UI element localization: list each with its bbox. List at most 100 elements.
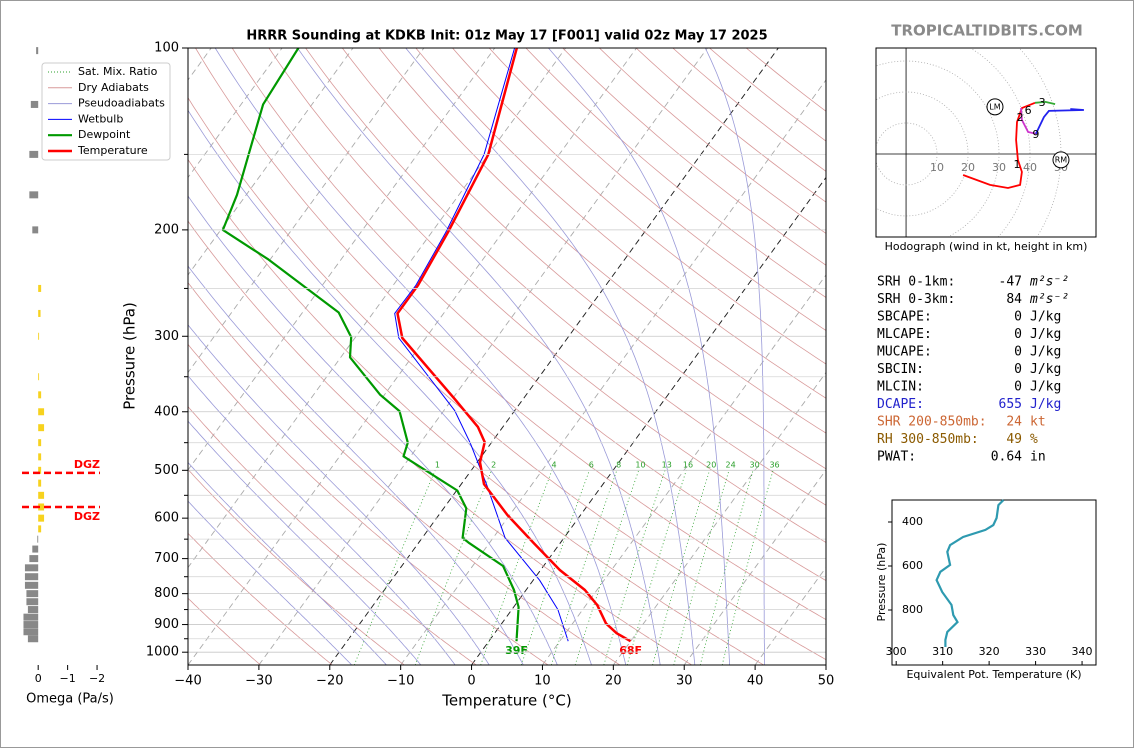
mixing-ratio-line xyxy=(673,470,730,665)
stat-value: 24 xyxy=(1006,415,1022,430)
profiles: 39F 68F xyxy=(221,48,642,657)
pseudoadiabat xyxy=(188,195,558,665)
height-label: 1 xyxy=(1013,158,1020,171)
omega-bar xyxy=(30,100,39,108)
thetae-y-tick-label: 400 xyxy=(902,515,923,528)
thetae-y-tick-label: 600 xyxy=(902,559,923,572)
hodo-ring-label: 10 xyxy=(930,161,944,174)
thetae-x-tick-label: 340 xyxy=(1072,645,1093,658)
dry-adiabat xyxy=(188,282,621,665)
isotherm xyxy=(400,79,826,665)
stat-label: PWAT: xyxy=(877,450,916,465)
plot-frame xyxy=(187,47,827,666)
legend-label: Temperature xyxy=(77,144,148,157)
height-label: 2 xyxy=(1017,111,1024,124)
mixing-ratio-line xyxy=(414,470,492,665)
omega-bar xyxy=(38,514,45,522)
omega-bar xyxy=(23,613,39,621)
mixing-ratio-label: 13 xyxy=(662,461,672,470)
storm-motion-marker xyxy=(1052,151,1070,169)
omega-bar xyxy=(23,621,39,629)
omega-bar xyxy=(26,590,39,598)
dry-adiabat xyxy=(188,406,477,665)
thetae-y-label: Pressure (hPa) xyxy=(875,543,888,622)
omega-bar xyxy=(38,408,45,416)
stat-label: RH 300-850mb: xyxy=(877,432,979,447)
hodograph-plot: 102030405012369LMRM xyxy=(876,48,1096,237)
profile-line xyxy=(394,48,569,642)
hodo-ring xyxy=(876,122,938,186)
pseudoadiabat xyxy=(297,48,661,665)
omega-tick-label: −2 xyxy=(89,672,105,685)
omega-bar xyxy=(38,284,42,292)
mixing-ratio-line xyxy=(574,470,640,665)
pseudoadiabat xyxy=(188,109,592,665)
stat-label: SBCAPE: xyxy=(877,310,932,325)
legend-label: Dry Adiabats xyxy=(78,81,149,94)
hodo-trace xyxy=(962,101,1036,189)
dry-adiabat xyxy=(305,48,826,506)
omega-tick-label: −1 xyxy=(60,672,76,685)
x-tick-label: 40 xyxy=(747,674,764,689)
stat-value: 0 xyxy=(1014,362,1022,377)
mixing-ratio-label: 10 xyxy=(635,461,645,470)
omega-tick-label: 0 xyxy=(35,672,42,685)
stat-value: 655 xyxy=(999,397,1022,412)
mixing-ratio-line xyxy=(626,470,687,665)
omega-bar xyxy=(29,150,39,158)
omega-bar xyxy=(38,309,41,317)
omega-axis-label: Omega (Pa/s) xyxy=(26,692,114,707)
y-tick-label: 800 xyxy=(154,586,179,601)
pseudoadiabat xyxy=(188,324,490,665)
pseudoadiabat xyxy=(188,375,456,665)
stat-label: MUCAPE: xyxy=(877,345,932,360)
dry-adiabat xyxy=(188,468,405,665)
height-label: 6 xyxy=(1025,104,1032,117)
dry-adiabat xyxy=(378,48,826,434)
chart-title: HRRR Sounding at KDKB Init: 01z May 17 [… xyxy=(246,29,767,44)
stat-unit: J/kg xyxy=(1030,362,1061,377)
x-tick-label: 20 xyxy=(605,674,622,689)
omega-bar xyxy=(26,598,39,606)
storm-motion-label: RM xyxy=(1055,155,1068,164)
omega-bar xyxy=(38,439,42,447)
legend-label: Pseudoadiabats xyxy=(78,97,165,110)
mixing-ratio-label: 20 xyxy=(706,461,716,470)
omega-bar xyxy=(32,226,39,234)
y-tick-label: 900 xyxy=(154,617,179,632)
thetae-x-label: Equivalent Pot. Temperature (K) xyxy=(906,668,1081,681)
omega-bar xyxy=(27,635,39,643)
dgz-label: DGZ xyxy=(74,458,100,471)
omega-bar xyxy=(38,466,42,474)
dry-adiabat xyxy=(188,532,333,665)
omega-bar xyxy=(38,332,40,340)
omega-bar xyxy=(38,453,42,461)
pseudoadiabat xyxy=(188,461,387,665)
dry-adiabat xyxy=(188,158,764,665)
storm-motion-marker xyxy=(986,98,1004,116)
omega-bar xyxy=(38,503,45,511)
y-tick-label: 1000 xyxy=(146,645,179,660)
x-tick-label: 30 xyxy=(676,674,693,689)
stat-label: DCAPE: xyxy=(877,397,924,412)
y-tick-label: 700 xyxy=(154,551,179,566)
dry-adiabat xyxy=(188,343,549,665)
stat-unit: J/kg xyxy=(1030,310,1061,325)
storm-motion-label: LM xyxy=(989,102,1000,111)
x-tick-label: 0 xyxy=(467,674,475,689)
omega-bar xyxy=(24,564,39,572)
mixing-ratio-label: 2 xyxy=(491,461,496,470)
stat-unit: J/kg xyxy=(1030,380,1061,395)
dry-adiabat xyxy=(188,597,261,665)
omega-bar xyxy=(38,373,40,381)
dry-adiabat xyxy=(231,48,826,582)
hodo-trace xyxy=(1035,108,1084,135)
omega-bar xyxy=(38,491,45,499)
stat-unit: m²s⁻² xyxy=(1029,275,1069,290)
omega-bar xyxy=(27,606,39,614)
isotherm xyxy=(188,48,567,569)
hodograph-caption: Hodograph (wind in kt, height in km) xyxy=(885,240,1088,253)
mixing-ratio-label: 1 xyxy=(435,461,440,470)
stat-value: 0.64 xyxy=(991,450,1022,465)
